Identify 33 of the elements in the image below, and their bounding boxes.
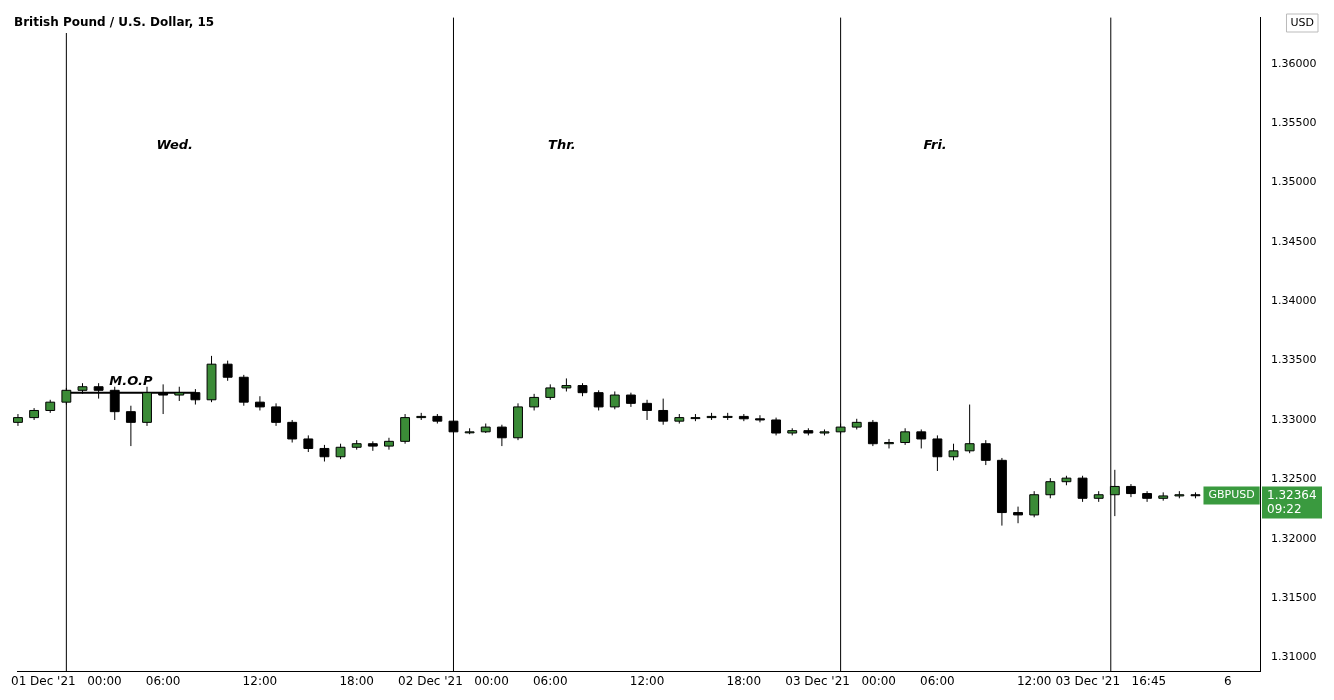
x-tick-label: 03 Dec '21 00:00	[785, 673, 896, 688]
x-tick-label: 06:00	[145, 673, 181, 688]
y-axis-title: USD	[1290, 15, 1315, 29]
y-tick-label: 1.32000	[1271, 531, 1317, 545]
annotation: Thr.	[548, 136, 576, 152]
y-tick-label: 1.32500	[1271, 472, 1317, 486]
x-tick-label: 03 Dec '21 16:45	[1055, 673, 1167, 688]
x-tick-label: 12:00	[1016, 673, 1052, 688]
series-label: M.O.P	[109, 372, 153, 388]
y-tick-label: 1.33000	[1271, 412, 1317, 426]
annotation: Fri.	[923, 136, 947, 152]
x-tick-label: 02 Dec '21 00:00	[398, 673, 509, 688]
x-tick-label: 18:00	[726, 673, 762, 688]
x-tick-label: 06:00	[920, 673, 955, 688]
annotation: Wed.	[156, 136, 194, 152]
text: 1.32364	[1267, 487, 1317, 502]
y-tick-label: 1.36000	[1271, 56, 1317, 70]
chart-title: British Pound / U.S. Dollar, 15	[14, 15, 215, 30]
x-tick-label: 06:00	[532, 673, 568, 688]
y-tick-label: 1.35000	[1271, 175, 1317, 189]
y-tick-label: 1.34000	[1271, 294, 1317, 308]
y-tick-label: 1.33500	[1271, 353, 1317, 367]
x-tick-label: 01 Dec '21 00:00	[11, 673, 122, 688]
annotation: GBPUSD	[1208, 488, 1255, 502]
x-tick-label: 12:00	[629, 673, 665, 688]
x-tick-label: 18:00	[339, 673, 374, 688]
x-tick-label: 6	[1223, 673, 1232, 688]
x-tick-label: 12:00	[242, 673, 278, 688]
y-tick-label: 1.34500	[1271, 234, 1317, 248]
y-tick-label: 1.35500	[1271, 116, 1317, 130]
text: 09:22	[1267, 501, 1302, 516]
y-tick-label: 1.31000	[1271, 650, 1317, 664]
y-tick-label: 1.31500	[1271, 590, 1317, 604]
